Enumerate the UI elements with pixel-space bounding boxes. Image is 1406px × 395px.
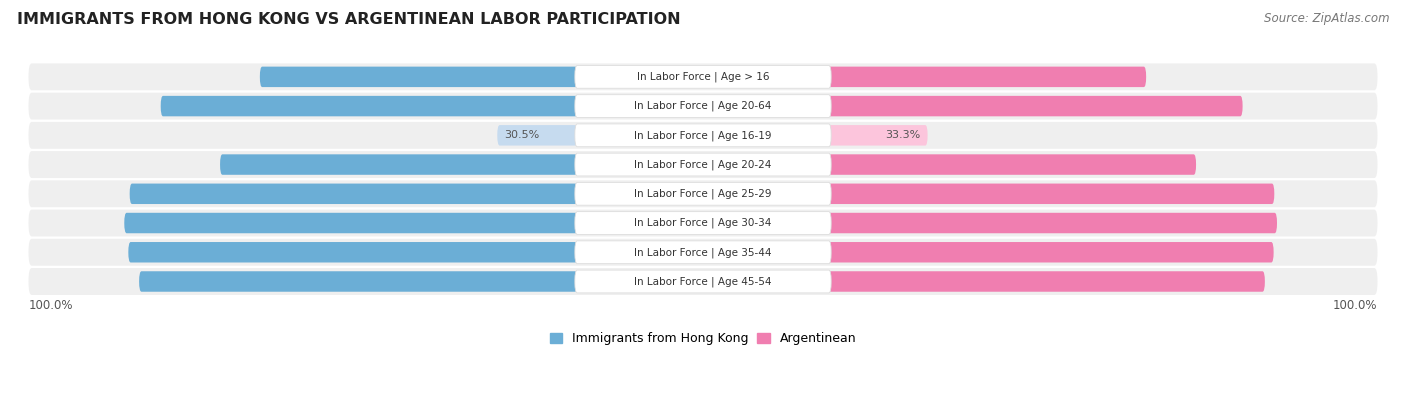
Legend: Immigrants from Hong Kong, Argentinean: Immigrants from Hong Kong, Argentinean xyxy=(547,330,859,348)
FancyBboxPatch shape xyxy=(575,182,831,205)
FancyBboxPatch shape xyxy=(28,268,1378,295)
Text: 85.8%: 85.8% xyxy=(651,218,689,228)
Text: 65.7%: 65.7% xyxy=(717,72,755,82)
FancyBboxPatch shape xyxy=(128,242,703,263)
FancyBboxPatch shape xyxy=(28,64,1378,90)
FancyBboxPatch shape xyxy=(129,184,703,204)
FancyBboxPatch shape xyxy=(575,66,831,88)
Text: 73.1%: 73.1% xyxy=(717,160,755,169)
Text: In Labor Force | Age 16-19: In Labor Force | Age 16-19 xyxy=(634,130,772,141)
Text: 100.0%: 100.0% xyxy=(1333,299,1378,312)
FancyBboxPatch shape xyxy=(124,213,703,233)
FancyBboxPatch shape xyxy=(703,125,928,146)
Text: 85.2%: 85.2% xyxy=(651,247,689,257)
FancyBboxPatch shape xyxy=(703,271,1265,292)
Text: In Labor Force | Age 30-34: In Labor Force | Age 30-34 xyxy=(634,218,772,228)
Text: 33.3%: 33.3% xyxy=(886,130,921,140)
Text: 84.7%: 84.7% xyxy=(717,189,755,199)
FancyBboxPatch shape xyxy=(703,213,1277,233)
FancyBboxPatch shape xyxy=(703,67,1146,87)
Text: In Labor Force | Age > 16: In Labor Force | Age > 16 xyxy=(637,71,769,82)
FancyBboxPatch shape xyxy=(139,271,703,292)
FancyBboxPatch shape xyxy=(28,151,1378,178)
Text: IMMIGRANTS FROM HONG KONG VS ARGENTINEAN LABOR PARTICIPATION: IMMIGRANTS FROM HONG KONG VS ARGENTINEAN… xyxy=(17,12,681,27)
Text: 65.7%: 65.7% xyxy=(651,72,689,82)
Text: 71.6%: 71.6% xyxy=(651,160,689,169)
FancyBboxPatch shape xyxy=(575,153,831,176)
FancyBboxPatch shape xyxy=(28,239,1378,266)
Text: 30.5%: 30.5% xyxy=(503,130,540,140)
FancyBboxPatch shape xyxy=(498,125,703,146)
Text: Source: ZipAtlas.com: Source: ZipAtlas.com xyxy=(1264,12,1389,25)
Text: 80.4%: 80.4% xyxy=(651,101,689,111)
FancyBboxPatch shape xyxy=(575,95,831,117)
Text: 100.0%: 100.0% xyxy=(28,299,73,312)
FancyBboxPatch shape xyxy=(703,184,1274,204)
Text: In Labor Force | Age 45-54: In Labor Force | Age 45-54 xyxy=(634,276,772,287)
Text: In Labor Force | Age 20-64: In Labor Force | Age 20-64 xyxy=(634,101,772,111)
FancyBboxPatch shape xyxy=(28,210,1378,237)
FancyBboxPatch shape xyxy=(703,154,1197,175)
Text: In Labor Force | Age 25-29: In Labor Force | Age 25-29 xyxy=(634,188,772,199)
FancyBboxPatch shape xyxy=(28,122,1378,149)
FancyBboxPatch shape xyxy=(575,212,831,234)
Text: 83.3%: 83.3% xyxy=(717,276,755,286)
Text: 85.0%: 85.0% xyxy=(651,189,689,199)
FancyBboxPatch shape xyxy=(575,124,831,147)
FancyBboxPatch shape xyxy=(221,154,703,175)
FancyBboxPatch shape xyxy=(28,181,1378,207)
FancyBboxPatch shape xyxy=(28,93,1378,120)
Text: 83.6%: 83.6% xyxy=(651,276,689,286)
Text: In Labor Force | Age 35-44: In Labor Force | Age 35-44 xyxy=(634,247,772,258)
FancyBboxPatch shape xyxy=(575,270,831,293)
FancyBboxPatch shape xyxy=(160,96,703,116)
FancyBboxPatch shape xyxy=(575,241,831,263)
FancyBboxPatch shape xyxy=(703,96,1243,116)
Text: 80.0%: 80.0% xyxy=(717,101,755,111)
Text: 85.1%: 85.1% xyxy=(717,218,755,228)
Text: In Labor Force | Age 20-24: In Labor Force | Age 20-24 xyxy=(634,159,772,170)
FancyBboxPatch shape xyxy=(260,67,703,87)
Text: 84.6%: 84.6% xyxy=(717,247,755,257)
FancyBboxPatch shape xyxy=(703,242,1274,263)
